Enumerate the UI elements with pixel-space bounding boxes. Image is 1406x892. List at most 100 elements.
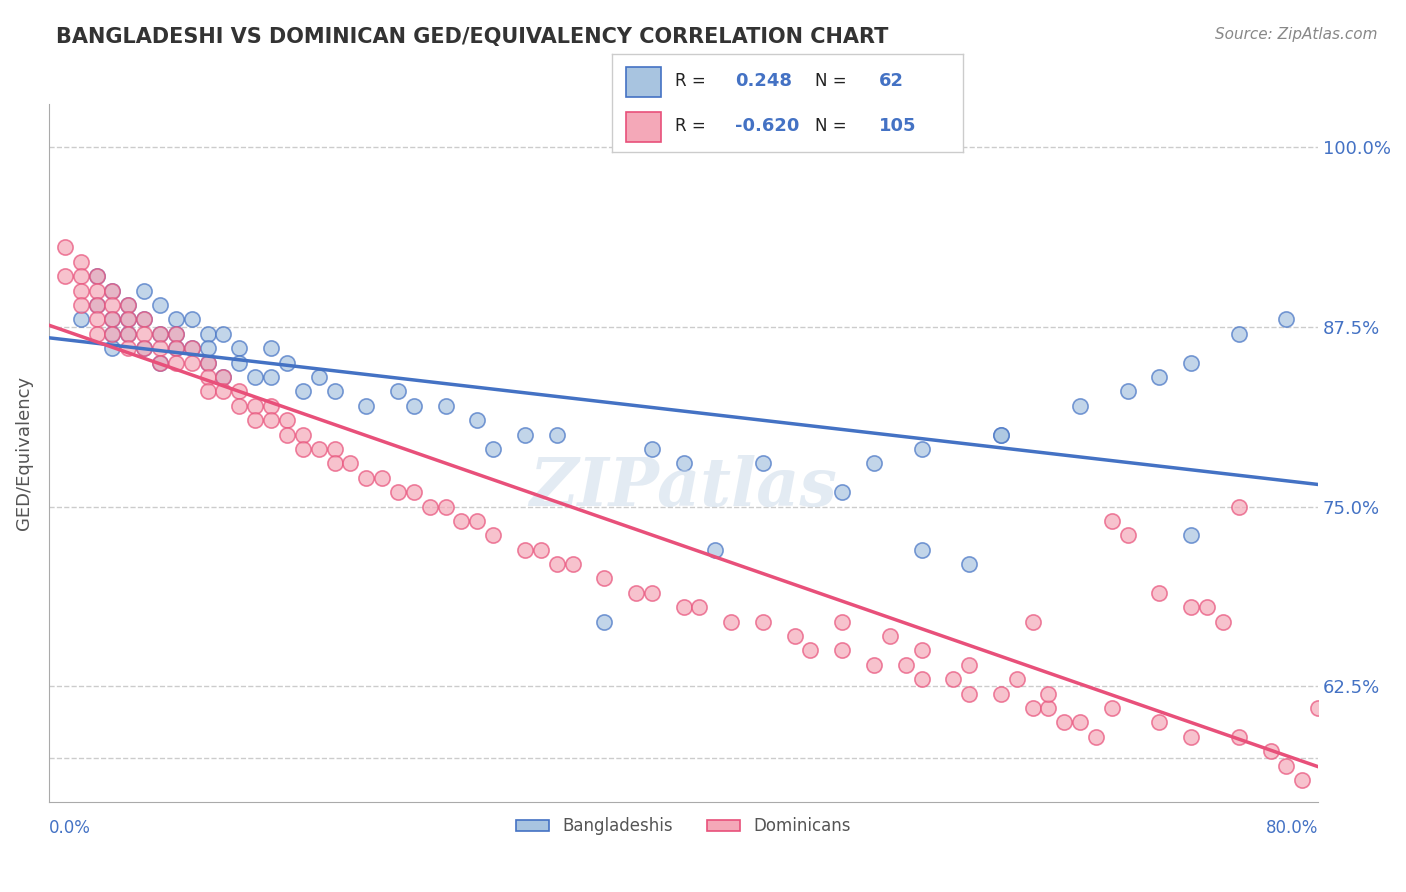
- Point: [1069, 715, 1091, 730]
- Point: [1291, 772, 1313, 787]
- Point: [1227, 500, 1250, 514]
- Point: [593, 572, 616, 586]
- Text: N =: N =: [815, 72, 846, 90]
- Point: [356, 471, 378, 485]
- Point: [323, 442, 346, 456]
- Point: [86, 269, 108, 284]
- Text: 105: 105: [879, 117, 917, 135]
- Point: [450, 514, 472, 528]
- Point: [1197, 600, 1219, 615]
- Point: [260, 341, 283, 355]
- Point: [308, 442, 330, 456]
- Point: [134, 284, 156, 298]
- Legend: Bangladeshis, Dominicans: Bangladeshis, Dominicans: [509, 811, 858, 842]
- Point: [752, 456, 775, 470]
- Text: ZIPatlas: ZIPatlas: [530, 455, 838, 520]
- Point: [291, 427, 314, 442]
- Point: [482, 442, 505, 456]
- Point: [513, 542, 536, 557]
- Point: [165, 341, 187, 355]
- Point: [180, 355, 202, 369]
- Point: [831, 485, 853, 500]
- Point: [1101, 701, 1123, 715]
- Text: Source: ZipAtlas.com: Source: ZipAtlas.com: [1215, 27, 1378, 42]
- Point: [228, 399, 250, 413]
- Point: [101, 298, 124, 312]
- Point: [593, 615, 616, 629]
- Point: [1227, 326, 1250, 341]
- Point: [1038, 687, 1060, 701]
- Point: [1149, 370, 1171, 384]
- Text: 0.0%: 0.0%: [49, 819, 91, 837]
- Point: [990, 687, 1012, 701]
- FancyBboxPatch shape: [626, 67, 661, 96]
- Point: [465, 514, 488, 528]
- Point: [752, 615, 775, 629]
- Point: [101, 284, 124, 298]
- Point: [276, 355, 298, 369]
- Point: [1116, 384, 1139, 399]
- Point: [990, 427, 1012, 442]
- Point: [212, 326, 235, 341]
- Point: [672, 456, 695, 470]
- Point: [942, 672, 965, 686]
- Point: [245, 370, 267, 384]
- Point: [1021, 701, 1043, 715]
- Point: [1149, 586, 1171, 600]
- Point: [910, 542, 932, 557]
- Point: [86, 312, 108, 326]
- FancyBboxPatch shape: [626, 112, 661, 142]
- Point: [197, 355, 219, 369]
- Point: [165, 341, 187, 355]
- Point: [1069, 399, 1091, 413]
- Point: [672, 600, 695, 615]
- Point: [546, 557, 568, 571]
- Point: [276, 427, 298, 442]
- Point: [1275, 312, 1298, 326]
- Point: [260, 413, 283, 427]
- Point: [86, 284, 108, 298]
- Point: [1260, 744, 1282, 758]
- Text: 0.248: 0.248: [734, 72, 792, 90]
- Point: [1101, 514, 1123, 528]
- Point: [197, 384, 219, 399]
- Point: [101, 326, 124, 341]
- Point: [165, 355, 187, 369]
- Point: [197, 341, 219, 355]
- Point: [339, 456, 361, 470]
- Point: [1038, 701, 1060, 715]
- Point: [720, 615, 742, 629]
- Point: [165, 326, 187, 341]
- Point: [624, 586, 647, 600]
- Point: [165, 312, 187, 326]
- Point: [323, 384, 346, 399]
- Point: [117, 312, 139, 326]
- Point: [260, 370, 283, 384]
- Point: [101, 312, 124, 326]
- Point: [783, 629, 806, 643]
- Point: [641, 586, 664, 600]
- Point: [561, 557, 583, 571]
- Point: [197, 355, 219, 369]
- Point: [831, 643, 853, 657]
- Text: BANGLADESHI VS DOMINICAN GED/EQUIVALENCY CORRELATION CHART: BANGLADESHI VS DOMINICAN GED/EQUIVALENCY…: [56, 27, 889, 46]
- Point: [957, 557, 980, 571]
- Point: [69, 269, 91, 284]
- Point: [69, 284, 91, 298]
- Point: [117, 341, 139, 355]
- Point: [117, 326, 139, 341]
- Point: [228, 341, 250, 355]
- Point: [101, 284, 124, 298]
- Point: [228, 384, 250, 399]
- Point: [323, 456, 346, 470]
- Point: [1085, 730, 1108, 744]
- Text: 62: 62: [879, 72, 904, 90]
- Point: [1180, 528, 1202, 542]
- Point: [1275, 758, 1298, 772]
- Point: [641, 442, 664, 456]
- Point: [197, 370, 219, 384]
- Point: [69, 255, 91, 269]
- Point: [1180, 600, 1202, 615]
- Point: [117, 312, 139, 326]
- Point: [1053, 715, 1076, 730]
